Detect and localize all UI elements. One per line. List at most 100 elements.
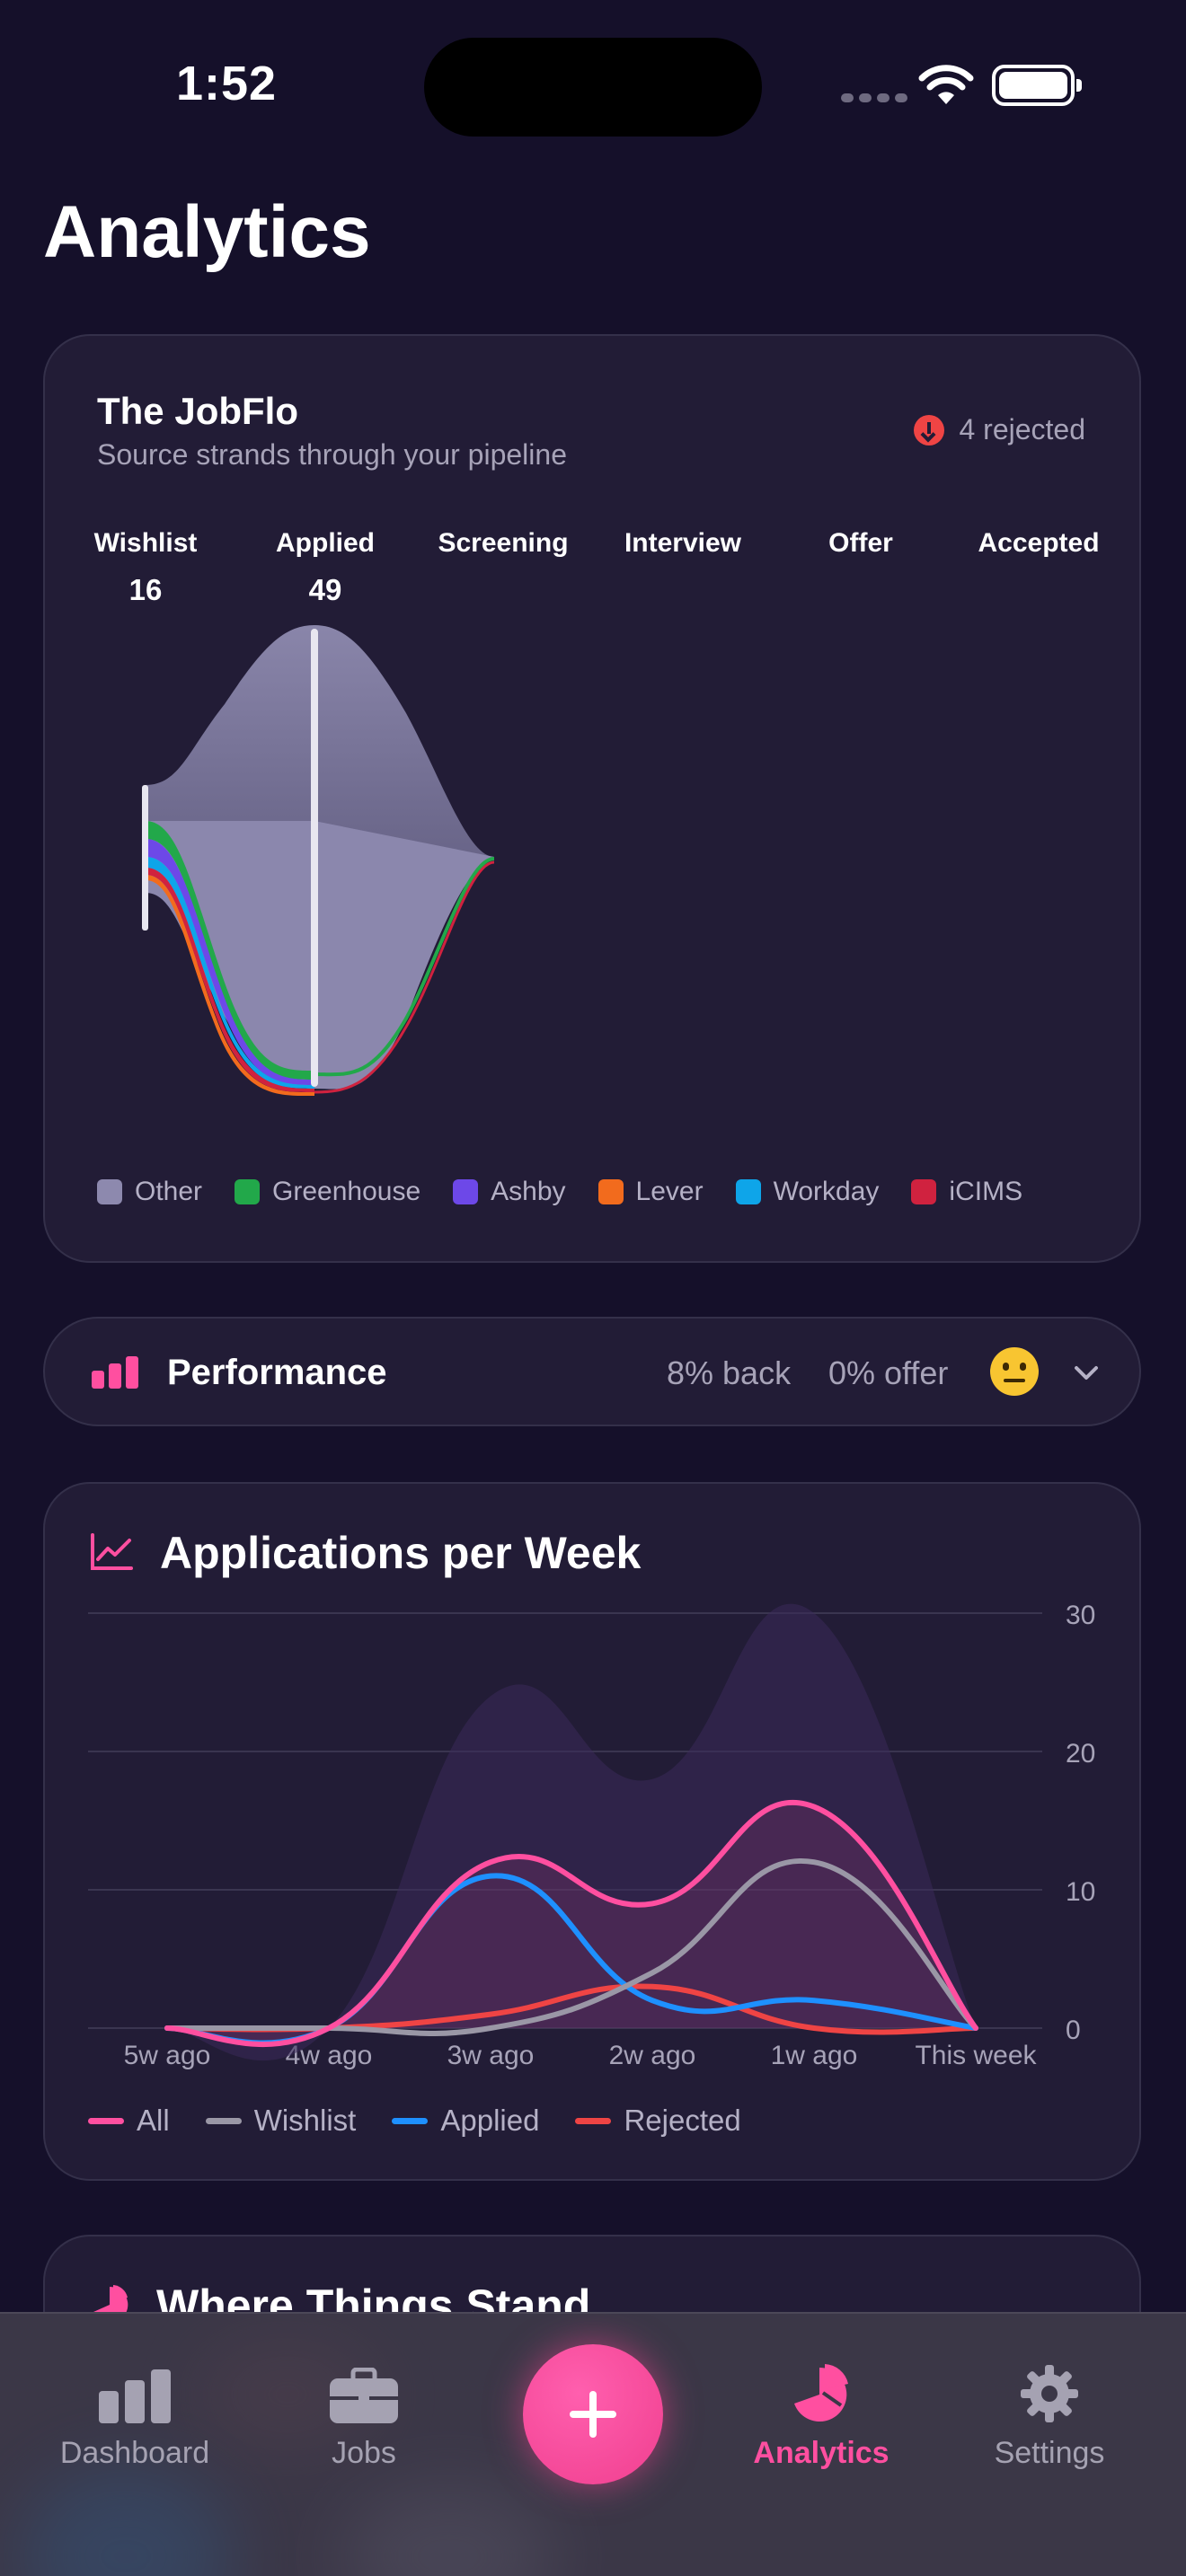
neutral-face-icon (990, 1347, 1039, 1396)
dynamic-island (424, 38, 762, 137)
legend-label: iCIMS (949, 1177, 1023, 1206)
legend-item-all: All (88, 2104, 170, 2138)
legend-item-ashby: Ashby (453, 1177, 566, 1207)
stage-screening: Screening (438, 528, 569, 558)
series-line-wishlist (164, 1857, 978, 2037)
gear-icon (1021, 2365, 1078, 2422)
tab-settings[interactable]: Settings (951, 2360, 1148, 2471)
arrow-down-circle-icon (914, 414, 945, 446)
offer-rate: 0% offer (828, 1354, 949, 1391)
y-tick-label: 30 (1066, 1601, 1095, 1630)
tab-jobs[interactable]: Jobs (265, 2360, 463, 2471)
tab-analytics[interactable]: Analytics (722, 2360, 920, 2471)
tab-label: Analytics (753, 2436, 890, 2470)
stage-count-applied: 49 (308, 573, 342, 606)
legend-label: Greenhouse (272, 1177, 421, 1206)
swatch (235, 1179, 261, 1204)
y-tick-label: 10 (1066, 1877, 1095, 1907)
jobflo-title: The JobFlo (97, 390, 298, 432)
x-tick-label: 1w ago (771, 2041, 858, 2070)
apw-title: Applications per Week (160, 1528, 642, 1578)
stage-wishlist: Wishlist (93, 528, 198, 558)
legend-label: All (137, 2104, 170, 2137)
stage-applied: Applied (276, 528, 375, 558)
series-line-all (164, 1799, 978, 2048)
stage-interview: Interview (624, 528, 742, 558)
legend-item-rejected: Rejected (575, 2104, 741, 2138)
legend-label: Applied (440, 2104, 540, 2137)
tab-label: Jobs (332, 2436, 396, 2470)
legend-line (392, 2117, 429, 2124)
flow-applied-right-red (314, 860, 495, 1094)
flow-applied-right-green (314, 857, 495, 1077)
swatch (97, 1179, 122, 1204)
cellular-signal-icon (841, 93, 907, 102)
legend-line (205, 2117, 242, 2124)
page-title: Analytics (43, 191, 371, 273)
apw-legend: All Wishlist Applied Rejected (88, 2104, 741, 2138)
legend-line (88, 2117, 124, 2124)
jobflo-sankey (142, 625, 495, 1097)
stage-bar-applied (311, 629, 318, 1087)
flow-other-upper (146, 625, 494, 860)
status-time: 1:52 (176, 57, 278, 110)
legend-item-workday: Workday (735, 1177, 880, 1207)
bar-chart-icon (92, 1356, 138, 1389)
legend-item-greenhouse: Greenhouse (235, 1177, 420, 1207)
tab-label: Settings (994, 2436, 1105, 2470)
back-rate: 8% back (667, 1354, 792, 1391)
legend-label: Rejected (624, 2104, 741, 2137)
add-application-button[interactable] (523, 2344, 663, 2484)
stage-count-wishlist: 16 (128, 573, 163, 606)
tab-label: Dashboard (59, 2436, 210, 2470)
tab-dashboard[interactable]: Dashboard (36, 2360, 234, 2471)
flow-workday (146, 857, 314, 1089)
legend-item-applied: Applied (392, 2104, 539, 2138)
performance-title: Performance (167, 1353, 387, 1392)
x-tick-label: 2w ago (609, 2041, 696, 2070)
jobflo-subtitle: Source strands through your pipeline (97, 438, 567, 471)
legend-label: Other (135, 1177, 203, 1206)
background-blur (341, 2484, 557, 2576)
legend-label: Wishlist (253, 2104, 357, 2137)
performance-card[interactable]: Performance 8% back 0% offer (43, 1317, 1141, 1426)
pie-chart-icon (794, 2364, 848, 2422)
legend-item-icims: iCIMS (911, 1177, 1022, 1207)
stage-accepted: Accepted (978, 528, 1100, 558)
legend-item-wishlist: Wishlist (205, 2104, 357, 2138)
legend-label: Lever (635, 1177, 704, 1206)
rejected-badge[interactable]: 4 rejected (914, 413, 1085, 446)
wifi-icon (918, 65, 974, 104)
legend-label: Workday (773, 1177, 880, 1206)
x-tick-label: 3w ago (447, 2041, 535, 2070)
y-tick-label: 20 (1066, 1739, 1095, 1769)
x-tick-label: This week (915, 2041, 1037, 2070)
flow-icims (146, 868, 314, 1093)
flow-greenhouse (146, 821, 314, 1080)
y-tick-label: 0 (1066, 2016, 1081, 2045)
trend-chart-icon (91, 1533, 133, 1570)
tab-bar: Dashboard Jobs Anal (0, 2312, 1186, 2576)
stage-offer: Offer (828, 528, 893, 558)
legend-item-other: Other (97, 1177, 202, 1207)
swatch (911, 1179, 937, 1204)
legend-line (575, 2117, 612, 2124)
flow-lever (146, 875, 314, 1097)
stage-bar-wishlist (142, 785, 148, 931)
applications-per-week-card: Applications per Week 0 10 20 30 5w ago 4w ag… (43, 1482, 1141, 2181)
briefcase-icon (330, 2368, 398, 2423)
chevron-down-icon[interactable] (1071, 1358, 1102, 1389)
dashboard-bars-icon (99, 2369, 171, 2423)
background-blur (18, 2466, 234, 2576)
jobflo-legend: Other Greenhouse Ashby Lever Workday iCI… (97, 1177, 1022, 1207)
rejected-label: 4 rejected (959, 413, 1085, 446)
flow-ashby (146, 839, 314, 1085)
swatch (735, 1179, 761, 1204)
x-tick-label: 5w ago (124, 2041, 211, 2070)
battery-icon (992, 65, 1082, 106)
legend-item-lever: Lever (597, 1177, 704, 1207)
jobflo-card[interactable]: The JobFlo Source strands through your p… (43, 334, 1141, 1263)
stacked-area (167, 1603, 976, 2061)
